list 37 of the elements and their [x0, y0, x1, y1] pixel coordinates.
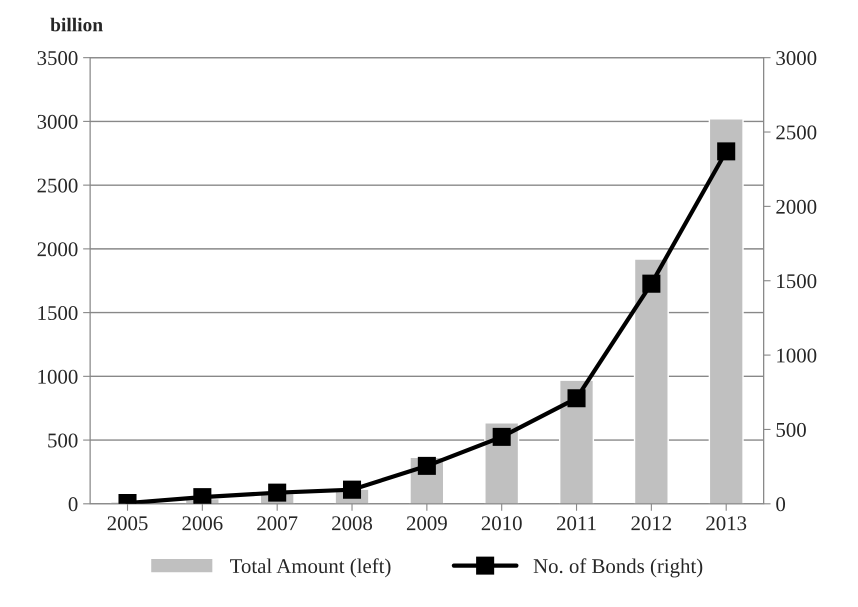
point — [193, 488, 212, 504]
point — [717, 142, 736, 160]
y-axis-title: billion — [50, 18, 103, 32]
y-tick-label: 2500 — [38, 178, 78, 193]
y-tick-label: 3000 — [38, 114, 78, 129]
x-tick-label: 2011 — [557, 516, 596, 530]
point — [342, 480, 362, 499]
y2-tick-label: 2500 — [776, 125, 816, 140]
point — [492, 428, 511, 446]
y-tick-label: 1500 — [38, 306, 78, 320]
y-tick-label: 500 — [48, 433, 78, 448]
x-tick-label: 2005 — [108, 516, 148, 530]
point — [418, 456, 436, 475]
y-tick-label: 3500 — [38, 51, 78, 66]
x-tick-label: 2008 — [332, 516, 372, 530]
y2-tick-label: 0 — [776, 497, 786, 512]
x-tick-label: 2007 — [257, 516, 298, 530]
y-tick-label: 2000 — [38, 242, 78, 256]
bar — [634, 258, 669, 504]
y2-tick-label: 500 — [776, 422, 806, 437]
y2-tick-label: 3000 — [776, 51, 816, 66]
legend-label: No. of Bonds (right) — [534, 558, 702, 578]
point — [568, 389, 586, 408]
y2-tick-label: 2000 — [776, 200, 816, 214]
y-tick-label: 1000 — [38, 370, 78, 384]
y-tick-label: 0 — [68, 497, 78, 512]
x-tick-label: 2006 — [182, 516, 223, 530]
x-tick-label: 2012 — [631, 516, 672, 530]
point — [642, 274, 660, 293]
x-tick-label: 2009 — [406, 516, 447, 530]
y2-tick-label: 1000 — [777, 348, 816, 363]
x-tick-label: 2013 — [706, 516, 746, 530]
point — [268, 484, 286, 502]
legend-label: Total Amount (left) — [230, 558, 390, 578]
y2-tick-label: 1500 — [777, 274, 816, 288]
bar — [708, 118, 744, 504]
x-tick-label: 2010 — [482, 516, 522, 530]
